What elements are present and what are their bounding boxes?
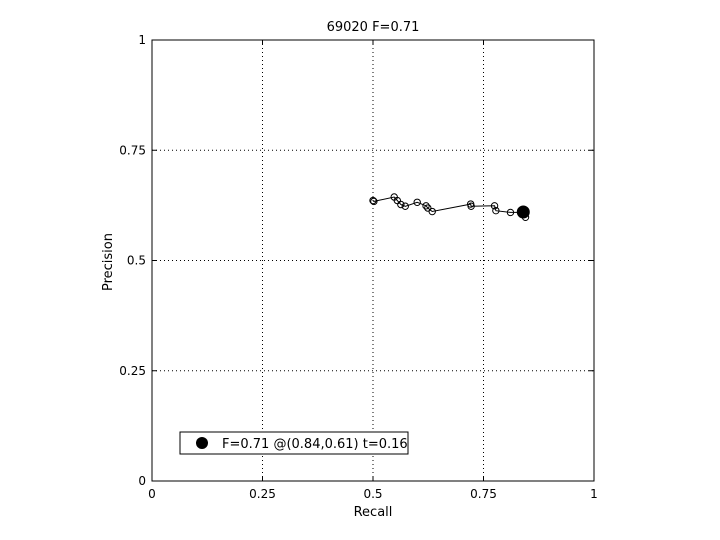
x-tick-label: 0.5 bbox=[363, 487, 382, 501]
legend: F=0.71 @(0.84,0.61) t=0.16 bbox=[179, 431, 409, 455]
chart-title: 69020 F=0.71 bbox=[327, 20, 420, 35]
y-tick-labels: 0 0.25 0.5 0.75 1 bbox=[119, 33, 146, 488]
data-point bbox=[397, 200, 405, 209]
x-tick-label: 0.75 bbox=[470, 487, 497, 501]
data-point bbox=[369, 196, 377, 205]
data-point bbox=[422, 202, 430, 210]
legend-box bbox=[179, 431, 409, 455]
y-tick-label: 1 bbox=[138, 33, 146, 47]
data-point bbox=[370, 197, 378, 206]
x-tick-label: 1 bbox=[590, 487, 598, 501]
data-point bbox=[413, 198, 421, 206]
x-axis-label: Recall bbox=[354, 505, 393, 520]
tick-marks bbox=[151, 39, 595, 482]
data-point bbox=[490, 202, 499, 210]
data-point bbox=[428, 207, 436, 216]
best-point-marker bbox=[516, 205, 530, 219]
series-layer bbox=[369, 193, 530, 221]
data-point bbox=[467, 202, 475, 210]
x-tick-label: 0 bbox=[148, 487, 156, 501]
legend-label: F=0.71 @(0.84,0.61) t=0.16 bbox=[222, 437, 408, 452]
y-tick-label: 0.75 bbox=[119, 143, 146, 157]
y-axis-label: Precision bbox=[101, 233, 116, 291]
grid-lines bbox=[152, 40, 594, 481]
y-tick-label: 0 bbox=[138, 474, 146, 488]
data-point bbox=[506, 208, 515, 217]
data-point bbox=[492, 206, 500, 215]
x-tick-label: 0.25 bbox=[249, 487, 276, 501]
x-tick-labels: 0 0.25 0.5 0.75 1 bbox=[148, 487, 598, 501]
data-point bbox=[424, 204, 432, 212]
y-tick-label: 0.25 bbox=[119, 364, 146, 378]
data-point bbox=[401, 202, 409, 210]
legend-marker bbox=[196, 437, 208, 449]
y-tick-label: 0.5 bbox=[127, 254, 146, 268]
